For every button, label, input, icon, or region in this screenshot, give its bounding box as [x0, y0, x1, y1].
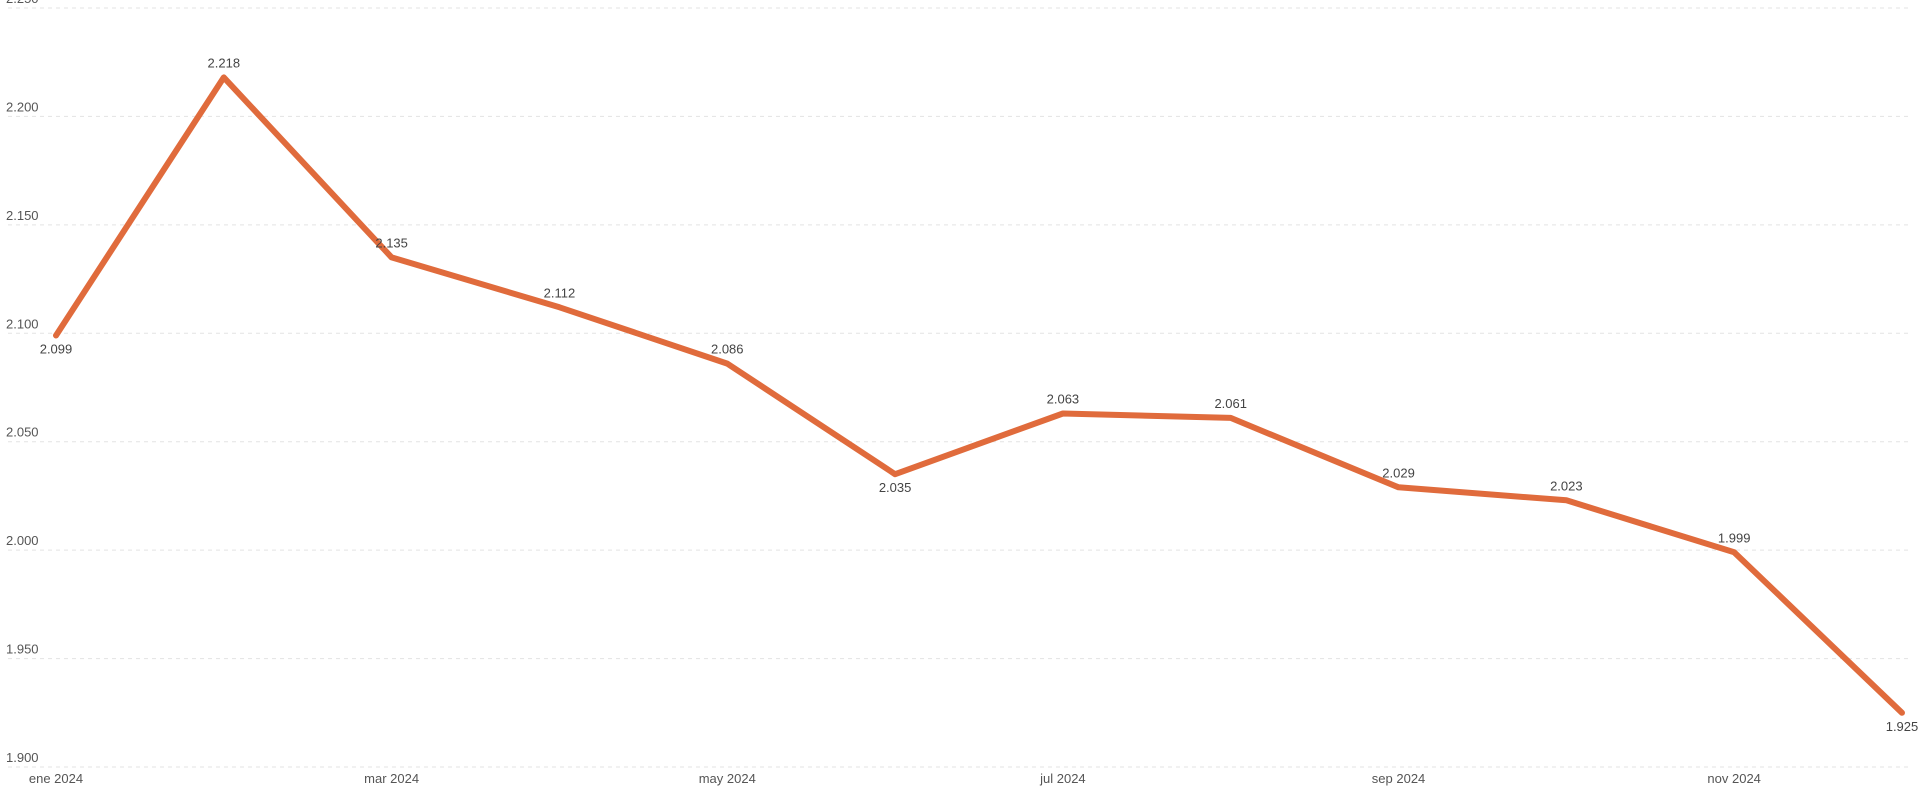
data-label: 2.218 — [208, 55, 241, 70]
data-label: 2.086 — [711, 342, 744, 357]
y-tick-label: 1.950 — [6, 642, 39, 657]
data-label: 1.999 — [1718, 530, 1751, 545]
x-tick-label: mar 2024 — [364, 771, 419, 786]
data-labels: 2.099 2.218 2.135 2.112 2.086 2.035 2.063 2.061… — [40, 55, 1919, 733]
y-tick-label: 2.200 — [6, 99, 39, 114]
data-label: 1.925 — [1886, 719, 1919, 734]
data-label: 2.035 — [879, 480, 912, 495]
data-label: 2.099 — [40, 341, 73, 356]
y-tick-label: 2.000 — [6, 533, 39, 548]
gridlines — [8, 7, 1912, 768]
y-axis: 1.900 1.950 2.000 2.050 2.100 2.150 2.200 2.250 — [6, 0, 39, 765]
y-tick-label: 1.900 — [6, 750, 39, 765]
x-tick-label: may 2024 — [699, 771, 756, 786]
series-line — [53, 74, 1905, 716]
data-label: 2.135 — [375, 235, 408, 250]
data-label: 2.112 — [544, 285, 576, 300]
x-axis: ene 2024 mar 2024 may 2024 jul 2024 sep 2024… — [29, 771, 1761, 786]
data-label: 2.029 — [1382, 465, 1415, 480]
data-label: 2.061 — [1214, 396, 1247, 411]
y-tick-label: 2.250 — [6, 0, 39, 6]
x-tick-label: nov 2024 — [1707, 771, 1761, 786]
data-label: 2.063 — [1047, 392, 1080, 407]
x-tick-label: sep 2024 — [1372, 771, 1426, 786]
y-tick-label: 2.150 — [6, 208, 39, 223]
y-tick-label: 2.050 — [6, 425, 39, 440]
y-tick-label: 2.100 — [6, 316, 39, 331]
series-layer — [53, 74, 1905, 716]
x-tick-label: jul 2024 — [1039, 771, 1086, 786]
data-label: 2.023 — [1550, 478, 1583, 493]
x-tick-label: ene 2024 — [29, 771, 83, 786]
